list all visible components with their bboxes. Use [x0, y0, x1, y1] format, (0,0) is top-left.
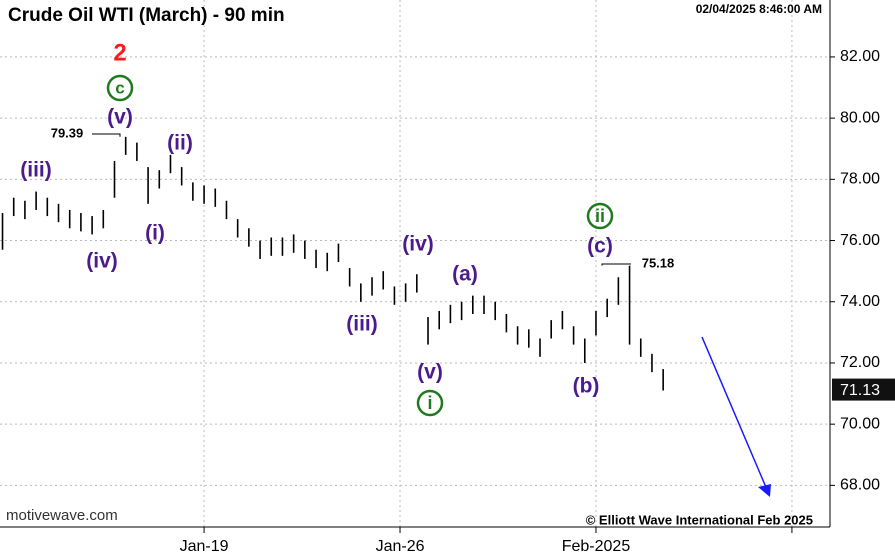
wave-label: ii — [595, 206, 605, 226]
wave-label: i — [427, 393, 432, 413]
price-callout: 75.18 — [642, 255, 675, 270]
wave-label: (c) — [587, 235, 613, 258]
projection-arrowhead — [758, 484, 771, 497]
wave-label: (iii) — [20, 159, 52, 182]
copyright: © Elliott Wave International Feb 2025 — [586, 512, 813, 527]
wave-label: (v) — [417, 361, 443, 384]
y-tick-label: 74.00 — [840, 293, 880, 310]
y-tick-label: 70.00 — [840, 415, 880, 432]
y-tick-label: 78.00 — [840, 171, 880, 188]
watermark: motivewave.com — [6, 507, 118, 524]
y-tick-label: 76.00 — [840, 232, 880, 249]
projection-arrow — [701, 336, 769, 493]
wave-label: (a) — [452, 263, 478, 286]
last-price-box — [832, 378, 895, 401]
chart-title: Crude Oil WTI (March) - 90 min — [8, 5, 285, 26]
wave-label: c — [115, 78, 124, 97]
wave-circle — [586, 202, 614, 230]
callout-leader — [92, 133, 121, 137]
wave-label: (iii) — [346, 313, 378, 336]
grid-layer — [0, 0, 830, 527]
y-tick-label: 80.00 — [840, 109, 880, 126]
wave-label: (iv) — [402, 233, 434, 256]
timestamp: 02/04/2025 8:46:00 AM — [696, 2, 822, 16]
wave-label: (iv) — [86, 250, 118, 273]
wave-label: (b) — [573, 375, 600, 398]
y-tick-label: 68.00 — [840, 477, 880, 494]
y-tick-label: 72.00 — [840, 354, 880, 371]
y-tick-label: 82.00 — [840, 48, 880, 65]
wave-circle — [106, 74, 134, 102]
x-tick-label: Jan-26 — [376, 538, 425, 555]
wave-label: 2 — [113, 39, 126, 66]
callout-leader — [601, 263, 631, 266]
wave-label: (ii) — [167, 132, 193, 155]
wave-label: (i) — [145, 222, 165, 245]
x-tick-label: Jan-19 — [180, 538, 229, 555]
wave-label: (v) — [107, 106, 133, 129]
last-price-label: 71.13 — [840, 382, 880, 399]
wave-circle — [416, 389, 444, 417]
x-tick-label: Feb-2025 — [562, 538, 631, 555]
price-callout: 79.39 — [51, 125, 84, 140]
